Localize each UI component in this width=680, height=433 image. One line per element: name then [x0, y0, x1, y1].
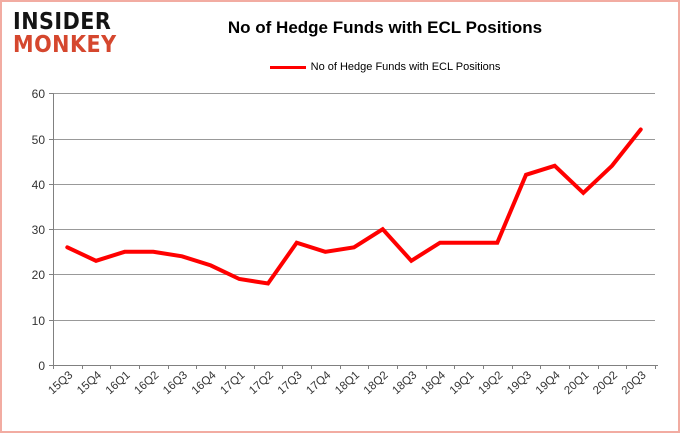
x-label-15Q4: 15Q4: [75, 369, 104, 397]
x-label-15Q3: 15Q3: [46, 369, 75, 397]
x-label-17Q2: 17Q2: [247, 369, 276, 397]
x-label-20Q3: 20Q3: [620, 369, 649, 397]
x-label-18Q2: 18Q2: [362, 369, 391, 397]
x-label-18Q3: 18Q3: [390, 369, 419, 397]
x-label-19Q1: 19Q1: [448, 369, 477, 397]
x-label-17Q1: 17Q1: [218, 369, 247, 397]
y-tick-label-30: 30: [32, 223, 46, 237]
logo-text-monkey: MONKEY: [13, 31, 117, 58]
series-line-0: [65, 127, 643, 286]
logo-text-insider: INSIDER: [13, 9, 112, 35]
x-label-16Q2: 16Q2: [132, 369, 161, 397]
x-label-17Q3: 17Q3: [276, 369, 305, 397]
chart-title: No of Hedge Funds with ECL Positions: [227, 18, 543, 37]
x-label-18Q4: 18Q4: [419, 369, 448, 397]
y-tick-label-0: 0: [38, 359, 45, 373]
y-tick-label-50: 50: [32, 133, 46, 147]
legend-label: No of Hedge Funds with ECL Positions: [310, 61, 501, 73]
x-label-19Q3: 19Q3: [505, 369, 534, 397]
x-label-20Q1: 20Q1: [562, 369, 591, 397]
y-tick-label-60: 60: [32, 87, 46, 101]
insider-monkey-logo: INSIDER MONKEY: [13, 11, 117, 56]
y-tick-label-40: 40: [32, 178, 46, 192]
x-label-16Q1: 16Q1: [104, 369, 133, 397]
x-label-19Q4: 19Q4: [534, 369, 563, 397]
x-label-19Q2: 19Q2: [476, 369, 505, 397]
x-label-16Q4: 16Q4: [190, 369, 219, 397]
legend: No of Hedge Funds with ECL Positions: [162, 61, 608, 73]
y-tick-label-20: 20: [32, 268, 46, 282]
x-label-16Q3: 16Q3: [161, 369, 190, 397]
x-label-18Q1: 18Q1: [333, 369, 362, 397]
x-label-17Q4: 17Q4: [304, 369, 333, 397]
y-tick-label-10: 10: [32, 314, 46, 328]
x-label-20Q2: 20Q2: [591, 369, 620, 397]
legend-line-swatch: [269, 65, 306, 69]
